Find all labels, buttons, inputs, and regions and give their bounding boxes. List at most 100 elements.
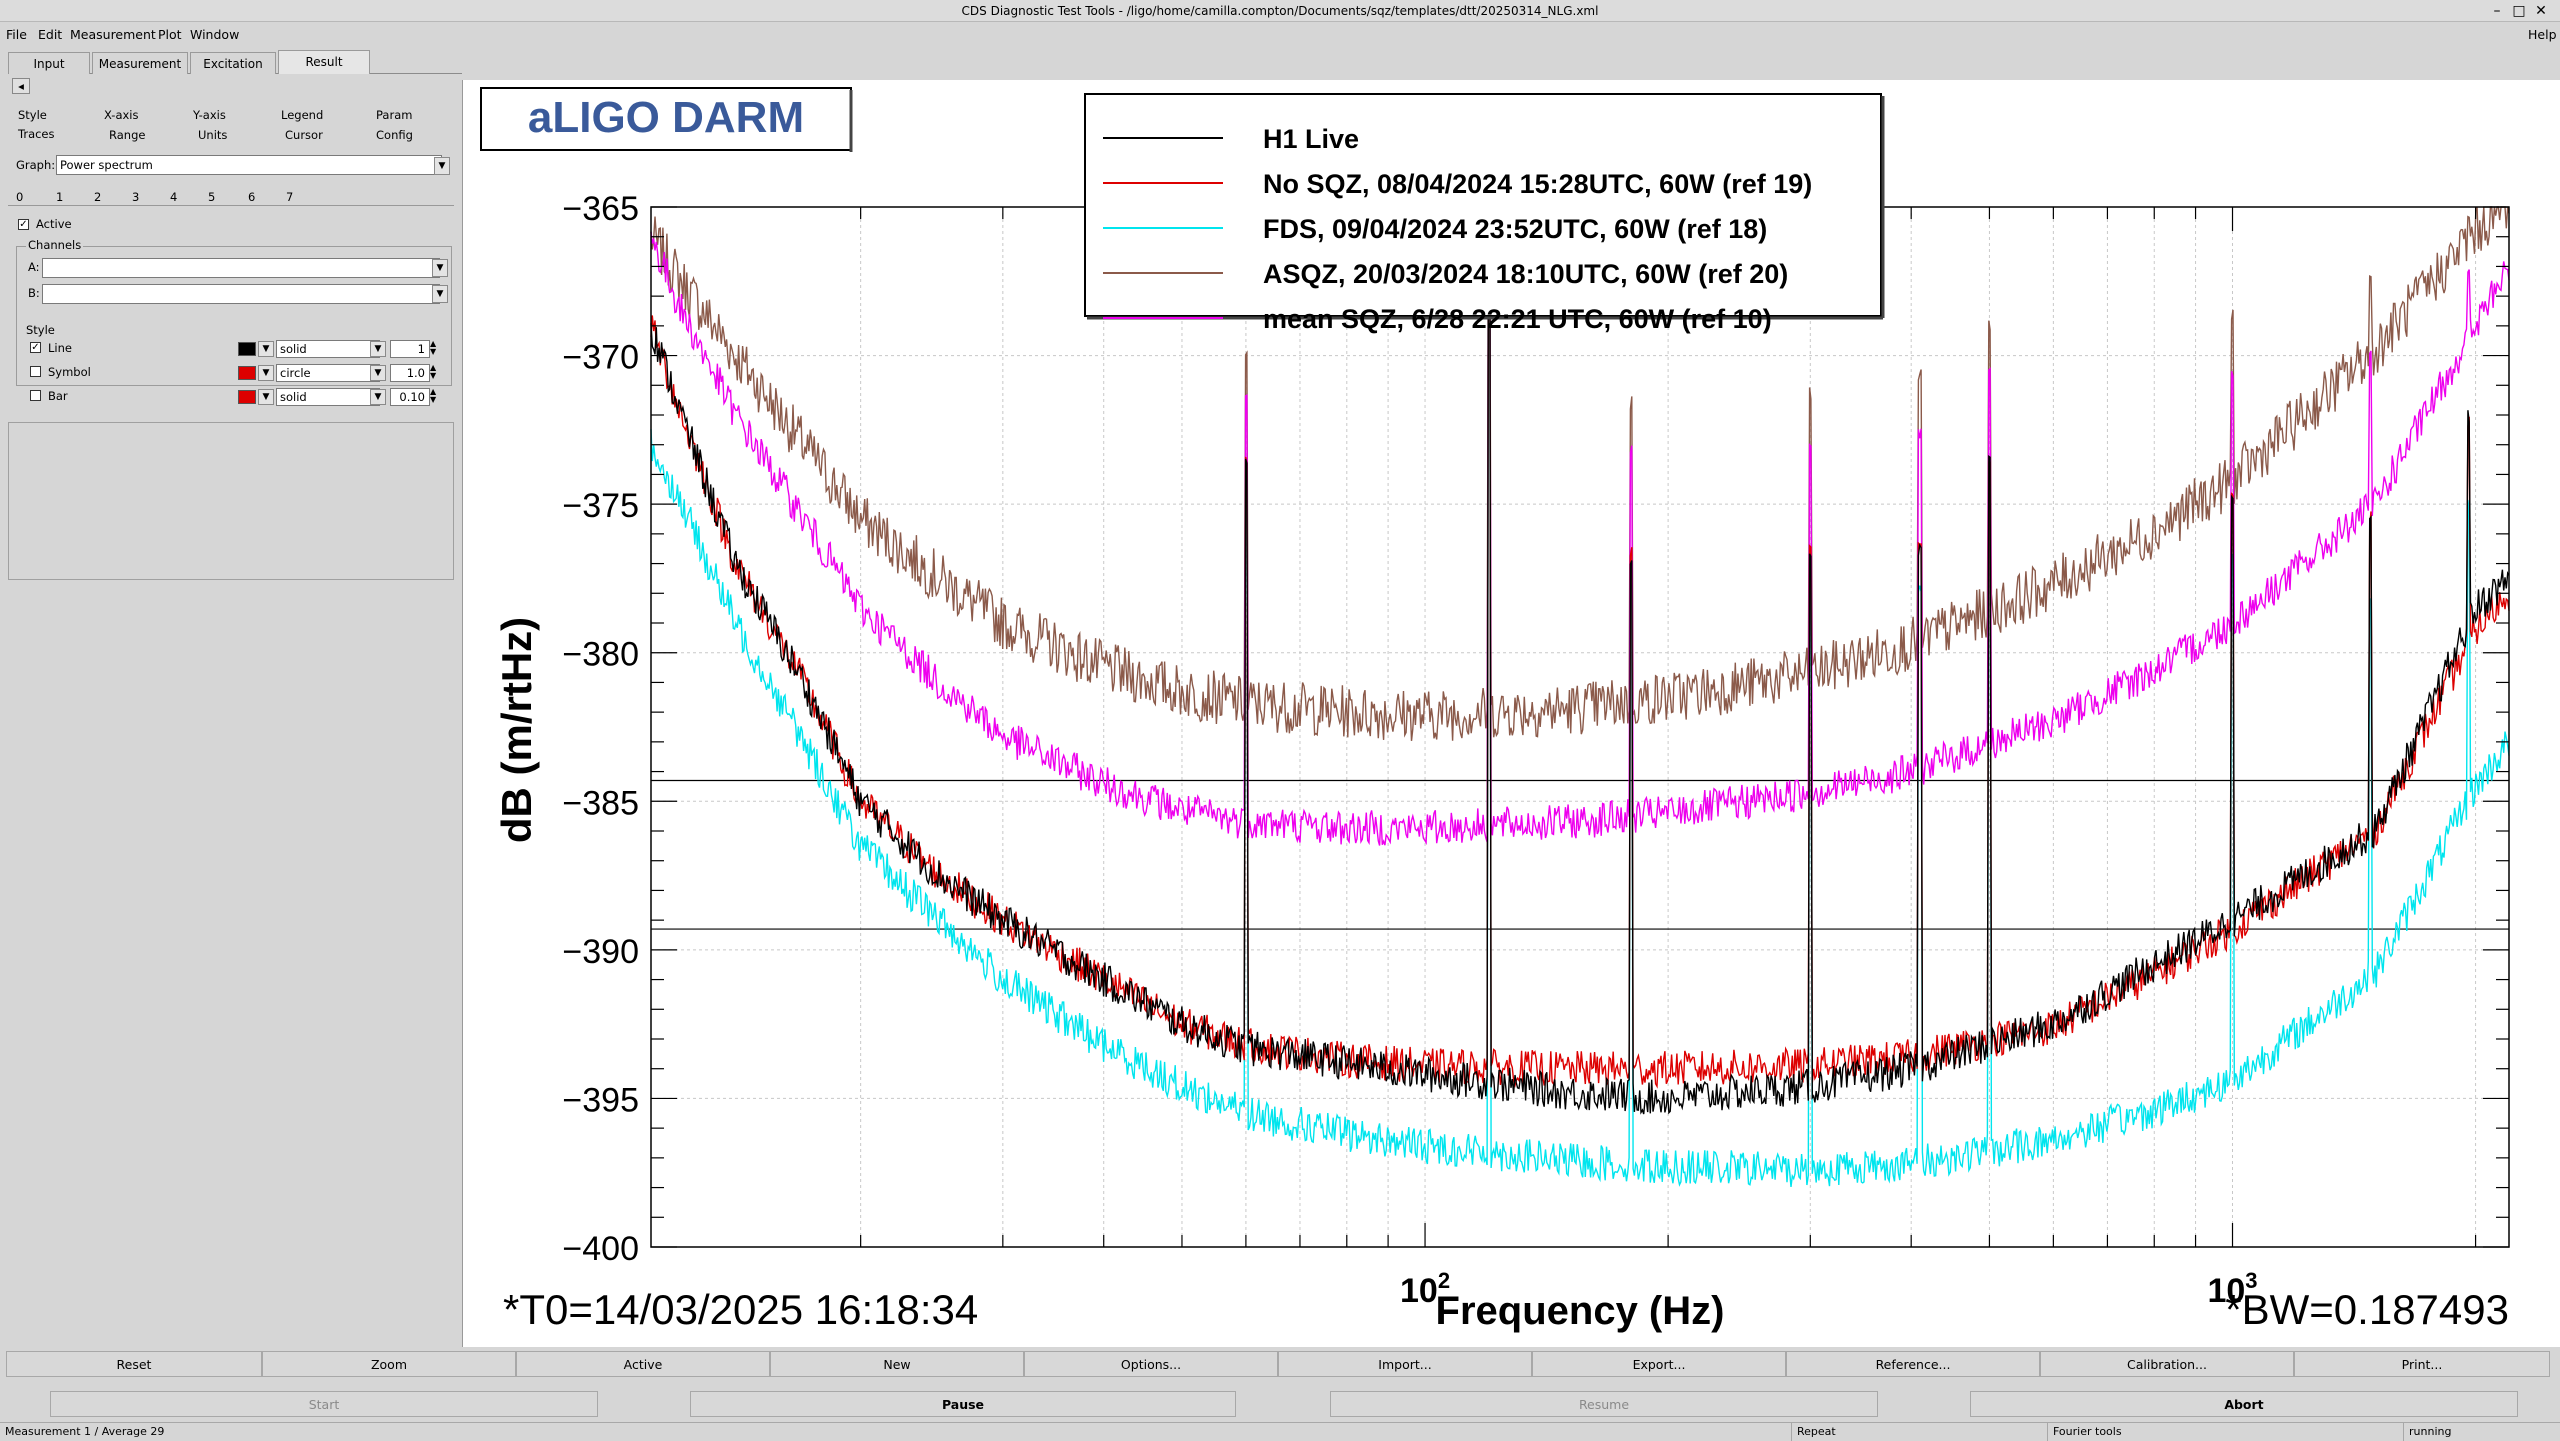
title-box: aLIGO DARM (480, 87, 853, 152)
subtab-y-axis[interactable]: Y-axis (193, 108, 226, 122)
tab-result[interactable]: Result (278, 50, 370, 74)
line-color-dropdown-icon[interactable]: ▼ (258, 341, 274, 357)
menu-window[interactable]: Window (190, 27, 240, 42)
style-label: Style (26, 323, 55, 337)
symbol-size-input[interactable]: 1.0 (390, 364, 430, 382)
trace-tab-2[interactable]: 2 (94, 190, 102, 204)
symbol-style-dropdown-icon[interactable]: ▼ (370, 365, 386, 381)
menu-edit[interactable]: Edit (38, 27, 63, 42)
channel-b-dropdown-icon[interactable]: ▼ (432, 285, 448, 303)
menu-help[interactable]: Help (2528, 27, 2557, 42)
trace-tabs: 0 1 2 3 4 5 6 7 (8, 188, 454, 206)
menu-plot[interactable]: Plot (158, 27, 182, 42)
subtab-traces[interactable]: Traces (18, 127, 55, 141)
subtab-config[interactable]: Config (376, 128, 413, 142)
bar-checkbox[interactable] (30, 390, 41, 401)
tab-measurement[interactable]: Measurement (92, 52, 188, 74)
symbol-color-dropdown-icon[interactable]: ▼ (258, 365, 274, 381)
resume-button[interactable]: Resume (1330, 1391, 1878, 1417)
active-button[interactable]: Active (516, 1351, 770, 1377)
t0-timestamp: *T0=14/03/2025 16:18:34 (503, 1286, 978, 1333)
subtab-range[interactable]: Range (109, 128, 146, 142)
bar-color-swatch[interactable] (238, 390, 256, 404)
line-width-input[interactable]: 1 (390, 340, 430, 358)
channels-group (16, 246, 452, 386)
trace-tab-6[interactable]: 6 (248, 190, 256, 204)
subtab-cursor[interactable]: Cursor (285, 128, 323, 142)
bar-width-input[interactable]: 0.10 (390, 388, 430, 406)
active-label: Active (36, 217, 72, 231)
y-tick-label: −375 (562, 487, 639, 525)
channel-b-input[interactable] (42, 284, 440, 304)
x-tick-label: 103 (2207, 1268, 2257, 1310)
subtab-legend[interactable]: Legend (281, 108, 324, 122)
y-tick-label: −380 (562, 636, 639, 674)
subtab-units[interactable]: Units (198, 128, 228, 142)
trace-tab-7[interactable]: 7 (286, 190, 294, 204)
export-button[interactable]: Export... (1532, 1351, 1786, 1377)
symbol-size-spinner-icon[interactable]: ▲ ▼ (430, 363, 437, 380)
plot-window[interactable]: −365 −370 −375 −380 −385 −390 −395 −400 102 103 a… (462, 80, 2560, 1347)
trace-tab-0[interactable]: 0 (16, 190, 24, 204)
trace-tab-1[interactable]: 1 (56, 190, 64, 204)
collapse-panel-button[interactable]: ◂ (12, 78, 30, 94)
panel-empty-area (8, 422, 454, 580)
x-axis-label: Frequency (Hz) (1436, 1289, 1725, 1333)
bar-style-select[interactable]: solid (276, 388, 380, 406)
reset-button[interactable]: Reset (6, 1351, 262, 1377)
close-button[interactable]: ✕ (2535, 3, 2547, 19)
spectrum-plot[interactable]: −365 −370 −375 −380 −385 −390 −395 −400 102 103 a… (463, 80, 2560, 1347)
measurement-button-bar: Start Pause Resume Abort (0, 1391, 2560, 1417)
subtab-param[interactable]: Param (376, 108, 413, 122)
x-tick-label: 102 (1400, 1268, 1450, 1310)
curve-layer (650, 206, 2510, 1187)
trace-tab-4[interactable]: 4 (170, 190, 178, 204)
line-checkbox[interactable]: ✓ (30, 342, 41, 353)
status-measurement: Measurement 1 / Average 29 (0, 1423, 1792, 1441)
series-line (650, 206, 2510, 846)
graph-dropdown-icon[interactable]: ▼ (434, 157, 450, 175)
calibration-button[interactable]: Calibration... (2040, 1351, 2294, 1377)
active-checkbox[interactable]: ✓ (18, 219, 29, 230)
bar-width-spinner-icon[interactable]: ▲ ▼ (430, 387, 437, 404)
graph-select[interactable]: Power spectrum (56, 155, 442, 175)
menu-file[interactable]: File (6, 27, 27, 42)
trace-tab-5[interactable]: 5 (208, 190, 216, 204)
channel-a-input[interactable] (42, 258, 440, 278)
subtab-x-axis[interactable]: X-axis (104, 108, 139, 122)
symbol-style-select[interactable]: circle (276, 364, 380, 382)
options-button[interactable]: Options... (1024, 1351, 1278, 1377)
status-bar: Measurement 1 / Average 29 Repeat Fourie… (0, 1422, 2560, 1441)
line-color-swatch[interactable] (238, 342, 256, 356)
subtab-style[interactable]: Style (18, 108, 47, 122)
line-style-dropdown-icon[interactable]: ▼ (370, 341, 386, 357)
import-button[interactable]: Import... (1278, 1351, 1532, 1377)
new-button[interactable]: New (770, 1351, 1024, 1377)
minimize-button[interactable]: – (2493, 3, 2501, 19)
zoom-button[interactable]: Zoom (262, 1351, 516, 1377)
symbol-color-swatch[interactable] (238, 366, 256, 380)
symbol-label: Symbol (48, 365, 91, 379)
start-button[interactable]: Start (50, 1391, 598, 1417)
bar-style-dropdown-icon[interactable]: ▼ (370, 389, 386, 405)
trace-tab-3[interactable]: 3 (132, 190, 140, 204)
channel-a-dropdown-icon[interactable]: ▼ (432, 259, 448, 277)
abort-button[interactable]: Abort (1970, 1391, 2518, 1417)
tab-input[interactable]: Input (8, 52, 90, 74)
print-button[interactable]: Print... (2294, 1351, 2550, 1377)
symbol-checkbox[interactable] (30, 366, 41, 377)
maximize-button[interactable]: □ (2512, 3, 2526, 19)
bar-color-dropdown-icon[interactable]: ▼ (258, 389, 274, 405)
tab-excitation[interactable]: Excitation (190, 52, 276, 74)
series-line (650, 206, 2510, 741)
y-tick-label: −385 (562, 784, 639, 822)
pause-button[interactable]: Pause (690, 1391, 1236, 1417)
bandwidth-label: *BW=0.187493 (2225, 1286, 2509, 1333)
window-titlebar[interactable]: CDS Diagnostic Test Tools - /ligo/home/c… (0, 0, 2560, 22)
menu-measurement[interactable]: Measurement (70, 27, 156, 42)
reference-button[interactable]: Reference... (1786, 1351, 2040, 1377)
channel-a-label: A: (28, 260, 40, 274)
menubar: File Edit Measurement Plot Window Help (0, 24, 2560, 46)
line-style-select[interactable]: solid (276, 340, 380, 358)
line-width-spinner-icon[interactable]: ▲ ▼ (430, 339, 437, 356)
